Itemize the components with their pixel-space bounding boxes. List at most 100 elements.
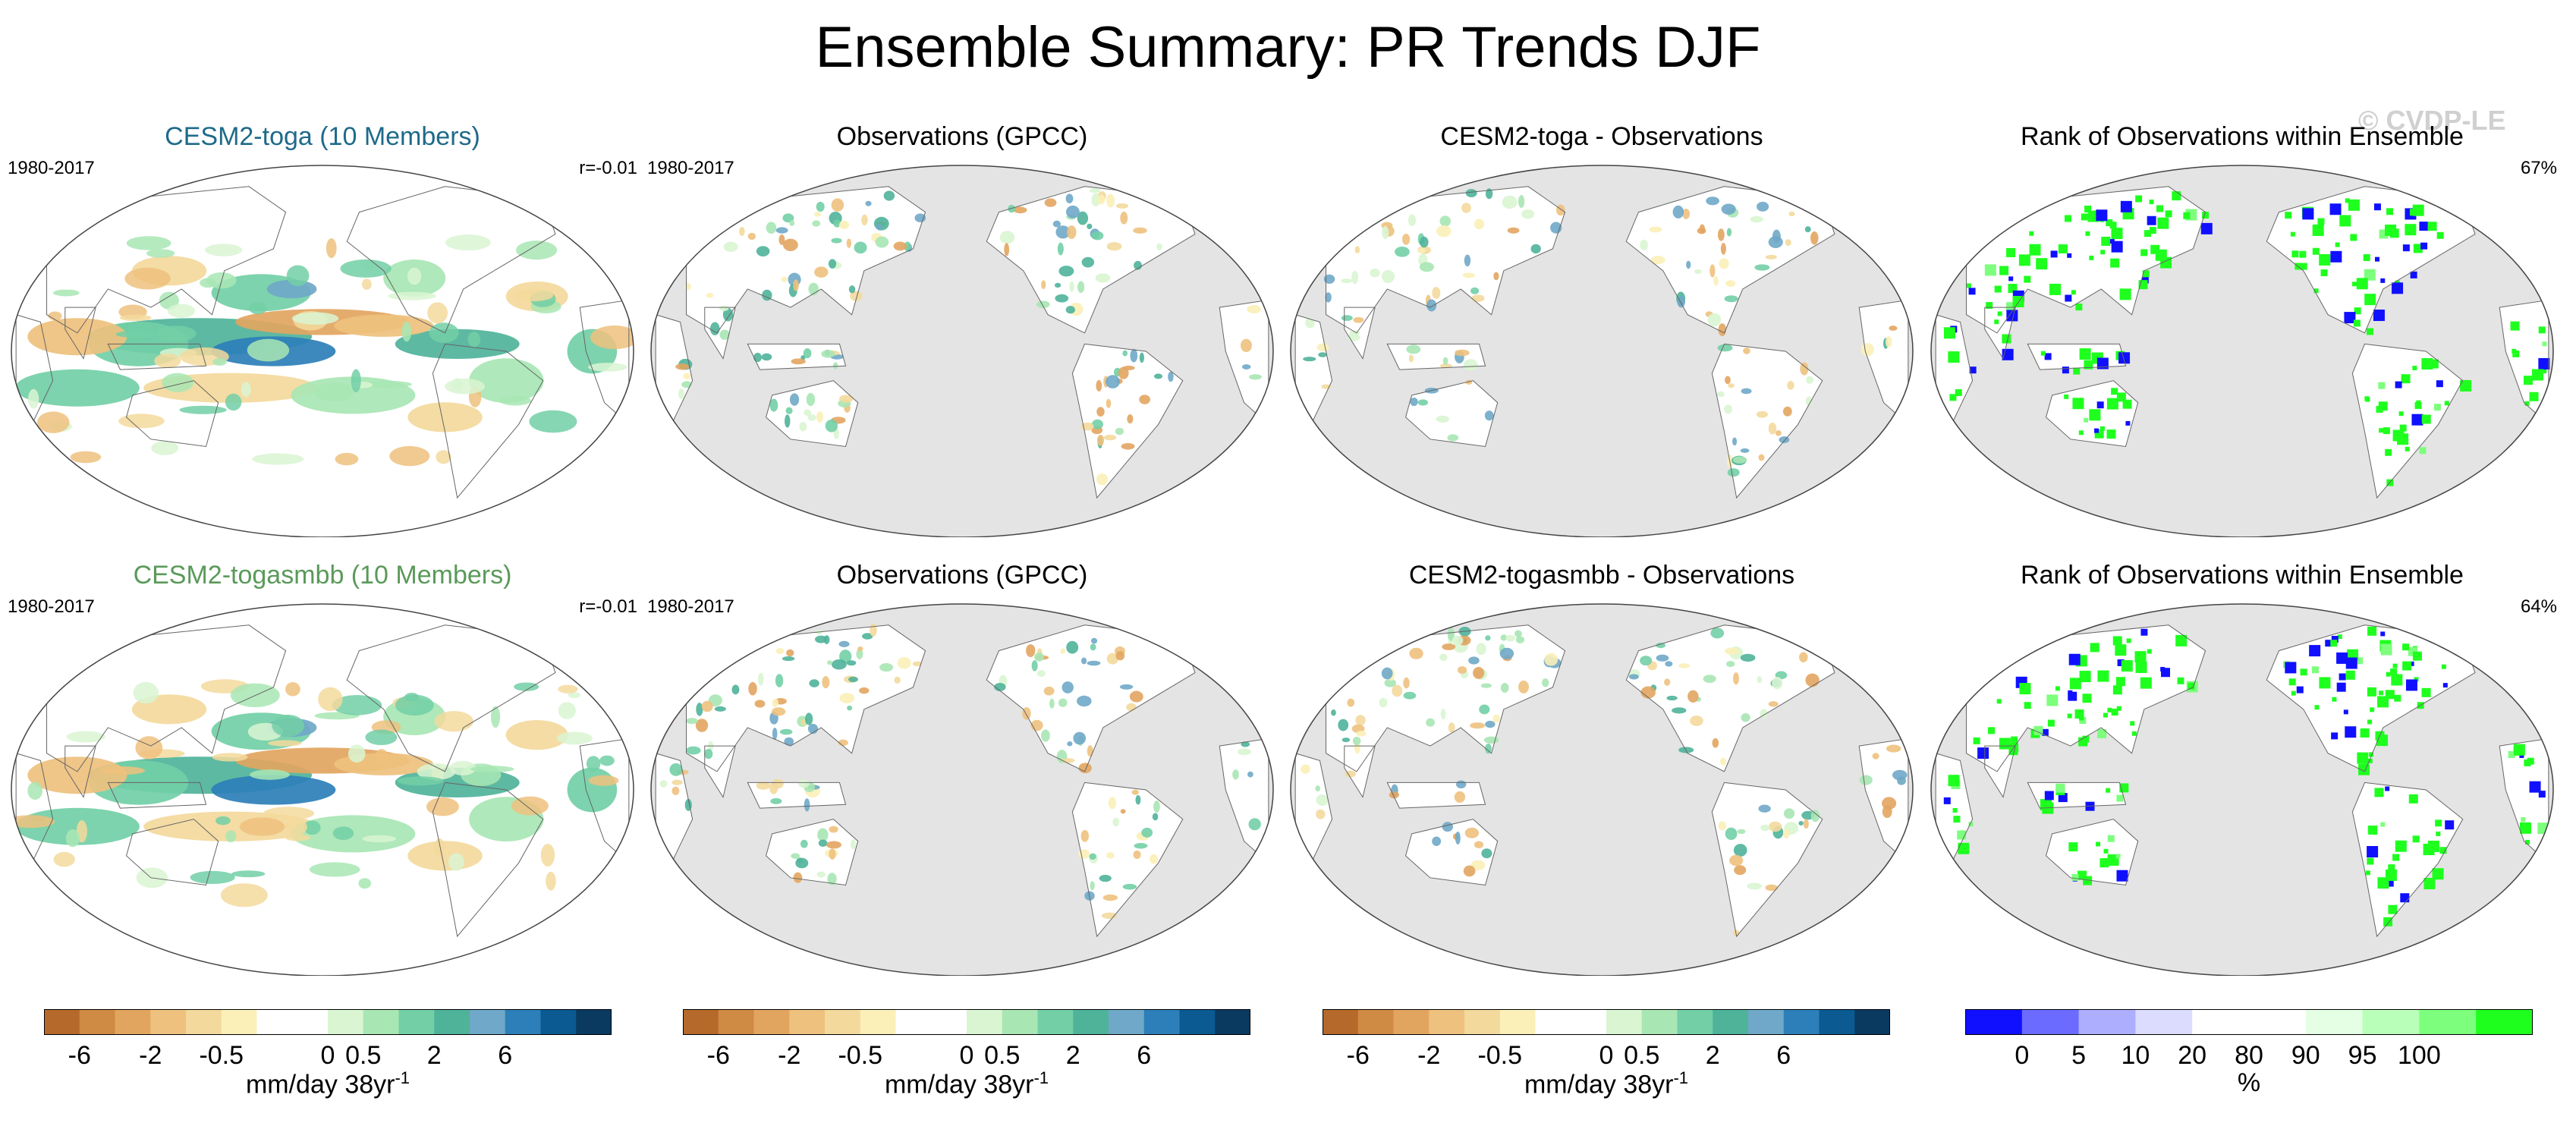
colorbar-swatch [2078,1009,2136,1035]
trend-field [1492,714,1501,723]
colorbar-tick-label: 2 [1705,1041,1720,1070]
trend-field [822,675,830,689]
rank-cell [2202,212,2210,219]
colorbar-tick-label: -6 [1346,1041,1370,1070]
trend-field [1734,865,1747,876]
trend-field [779,728,793,735]
trend-field [1078,763,1092,774]
rank-cell [2542,369,2547,374]
colorbar-tick-label: -6 [706,1041,730,1070]
coastline [1984,307,2016,360]
rank-cell [2411,414,2423,426]
rank-cell [2089,409,2101,421]
trend-field [816,871,826,878]
trend-field [1080,829,1089,842]
trend-field [772,778,784,789]
trend-field [266,279,317,299]
trend-field [1666,695,1678,701]
trend-field [1341,738,1351,743]
trend-field [1805,673,1820,687]
colorbar-tick-label: 0 [2015,1041,2030,1070]
trend-field [897,657,911,669]
trend-field [1514,630,1522,637]
colorbar-tick-label: 95 [2348,1041,2377,1070]
trend-field [434,711,473,732]
trend-field [1103,434,1117,441]
trend-field [1065,193,1074,203]
rank-cell [1948,351,1960,363]
rank-cell [1969,366,1977,374]
trend-field [709,322,720,335]
trend-field [1241,741,1250,747]
rank-cell [2046,694,2059,706]
coastline [432,782,544,938]
colorbar-swatch [2305,1009,2364,1035]
rank-cell [2068,690,2073,695]
trend-field [1757,676,1763,684]
trend-field [784,414,791,428]
trend-field [48,311,62,321]
trend-field [407,402,483,432]
trend-field [1706,197,1720,206]
colorbar-swatch [1713,1009,1749,1035]
trend-field [994,682,1006,692]
trend-field [789,393,800,406]
trend-field [115,330,154,338]
rank-cell [2313,288,2319,294]
map-panel: Observations (GPCC) 1980-2017 [647,120,1277,545]
rank-cell [2538,357,2550,370]
rank-cell [2538,326,2546,334]
trend-field [340,259,392,278]
trend-field [1530,244,1541,254]
rank-cell [2183,212,2191,219]
trend-field [28,388,39,409]
trend-field [1091,419,1103,429]
rank-cell [2044,353,2052,360]
rank-cell [2312,224,2324,236]
trend-field [118,414,165,429]
rank-cell [2103,858,2110,866]
trend-field [1067,225,1077,239]
coastline [1326,624,1566,772]
coastline [1386,782,1486,809]
trend-field [1141,827,1153,838]
rank-cell [2029,231,2034,236]
map-border [650,165,1274,537]
trend-field [793,872,803,883]
coastline [686,186,926,334]
trend-field [1720,757,1727,766]
trend-field [1769,821,1782,832]
trend-field [859,687,870,694]
trend-field [791,853,800,859]
trend-field [1461,203,1471,213]
rank-cell [2416,400,2421,405]
trend-field [831,237,842,244]
trend-field [846,238,852,248]
trend-field [1316,343,1329,352]
rank-cell [2134,651,2147,663]
trend-field [675,363,690,370]
coastline [1169,624,1220,659]
colorbar-swatch [2249,1009,2307,1035]
trend-field [66,731,105,743]
coastline [107,782,207,809]
trend-field [1036,300,1050,309]
coastline [432,343,544,499]
trend-field [1122,883,1137,890]
trend-field [135,736,163,760]
trend-field [1152,813,1159,821]
rank-cell [2290,231,2295,237]
trend-field [1810,231,1819,245]
colorbar-tick-label: 0 [1599,1041,1614,1070]
trend-field [1442,822,1454,832]
coastline [704,307,736,360]
trend-field [1555,204,1565,216]
map-panel: Rank of Observations within Ensemble 67% [1927,120,2557,545]
trend-field [825,419,838,432]
trend-field [469,358,544,404]
trend-field [806,392,816,407]
trend-field [334,314,434,337]
rank-cell [2537,822,2549,835]
trend-field [1465,189,1477,197]
rank-cell [2142,270,2150,278]
